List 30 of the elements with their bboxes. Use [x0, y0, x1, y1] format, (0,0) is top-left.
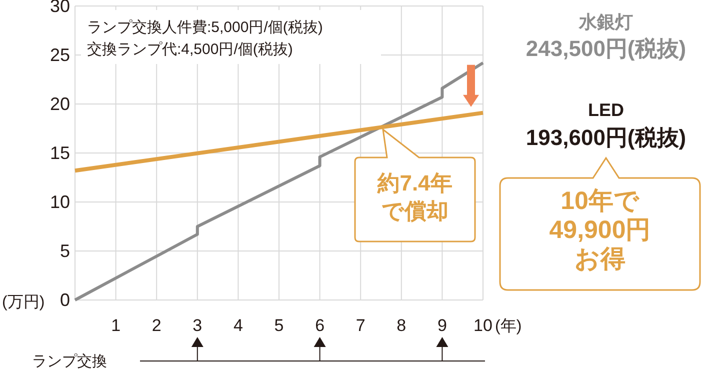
y-tick-label: 0	[60, 290, 70, 310]
y-tick-label: 15	[50, 143, 70, 163]
y-tick-label: 5	[60, 241, 70, 261]
annotation: 交換ランプ代:4,500円/個(税抜)	[87, 41, 293, 58]
annotation: 約7.4年	[376, 170, 452, 196]
x-tick-label: 3	[192, 316, 202, 335]
text: 10年で	[560, 187, 640, 215]
text: LED	[588, 100, 624, 120]
text: お得	[574, 245, 626, 273]
annotation: ランプ交換人件費:5,000円/個(税抜)	[87, 19, 323, 36]
text: ランプ交換	[32, 353, 107, 369]
text: 243,500円(税抜)	[526, 36, 686, 61]
x-tick-label: 6	[315, 316, 325, 335]
y-tick-label: 25	[50, 45, 70, 65]
x-tick-label: 4	[233, 316, 243, 335]
x-tick-label: 10	[474, 316, 492, 335]
text: 水銀灯	[578, 12, 633, 32]
annotation: で償却	[382, 198, 448, 224]
x-tick-label: 8	[396, 316, 406, 335]
x-tick-label: 9	[437, 316, 447, 335]
text: 49,900円	[549, 216, 651, 244]
x-tick-label: 1	[111, 316, 121, 335]
y-tick-label: 10	[50, 192, 70, 212]
x-tick-label: 5	[274, 316, 284, 335]
text: 193,600円(税抜)	[526, 125, 686, 150]
x-tick-label: 2	[152, 316, 162, 335]
x-tick-label: 7	[356, 316, 366, 335]
x-axis-title: (年)	[495, 318, 522, 335]
y-tick-label: 20	[50, 94, 70, 114]
y-axis-title: (万円)	[2, 294, 45, 311]
